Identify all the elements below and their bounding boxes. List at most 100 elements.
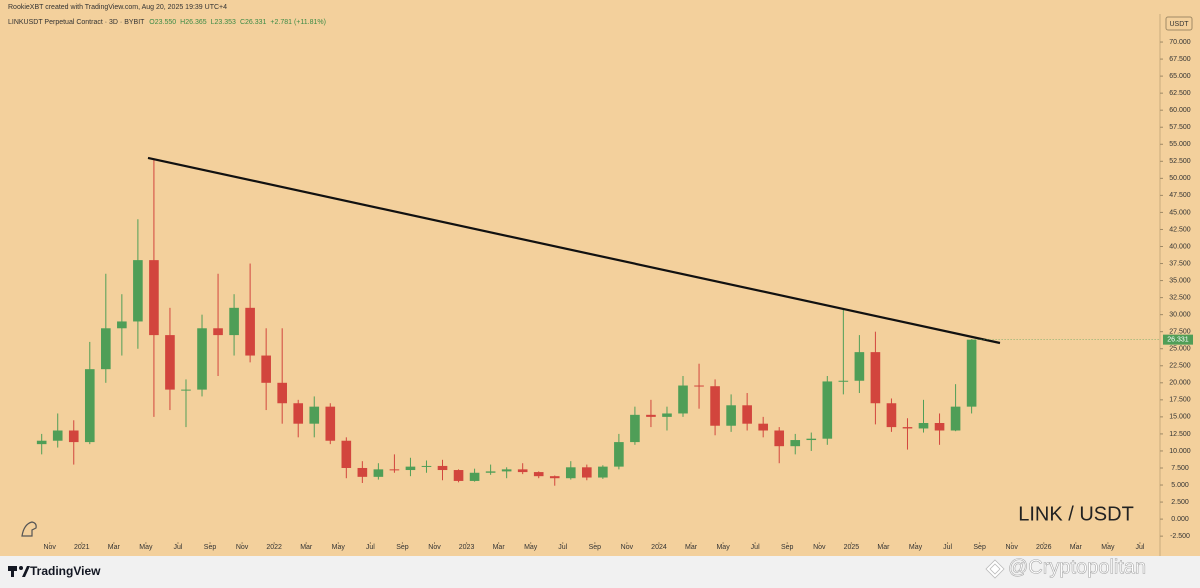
y-unit: USDT xyxy=(1169,21,1189,28)
y-tick-label: 15.000 xyxy=(1169,414,1191,421)
candle-body xyxy=(678,385,688,414)
candle-body xyxy=(245,307,255,356)
x-tick-label: 2026 xyxy=(1036,544,1052,551)
candle-body xyxy=(197,328,207,390)
y-tick-label: 62.500 xyxy=(1169,90,1191,97)
y-tick-label: 47.500 xyxy=(1169,192,1191,199)
x-tick-label: Nov xyxy=(428,544,441,551)
candle-body xyxy=(950,406,961,431)
x-tick-label: Mar xyxy=(493,544,506,551)
last-price-box xyxy=(1163,334,1193,345)
candle-body xyxy=(630,414,640,443)
y-tick-label: 5.000 xyxy=(1171,482,1189,489)
y-tick-label: 45.000 xyxy=(1169,209,1191,216)
candle-body xyxy=(533,472,544,477)
candle-body xyxy=(405,466,416,471)
candle-body xyxy=(710,386,720,426)
brand-logo xyxy=(8,566,30,577)
x-tick-label: Nov xyxy=(43,544,56,551)
y-tick-label: 27.500 xyxy=(1169,329,1191,336)
x-tick-label: May xyxy=(909,544,923,551)
y-tick-label: 25.000 xyxy=(1169,346,1191,353)
candle-body xyxy=(68,430,79,443)
x-tick-label: Sep xyxy=(973,544,986,551)
y-tick-label: 42.500 xyxy=(1169,226,1191,233)
x-tick-label: Mar xyxy=(685,544,698,551)
credit: RookieXBT created with TradingView.com, … xyxy=(8,4,227,11)
y-tick-label: 52.500 xyxy=(1169,158,1191,165)
candle-body xyxy=(309,406,320,424)
logo-mark xyxy=(11,566,14,577)
x-tick-label: Mar xyxy=(1070,544,1083,551)
y-tick-label: 7.500 xyxy=(1171,465,1189,472)
x-tick-label: 2025 xyxy=(844,544,860,551)
candle-body xyxy=(437,465,448,471)
x-tick-label: Nov xyxy=(236,544,249,551)
trendline xyxy=(147,156,1001,345)
candle-body xyxy=(133,260,143,322)
x-tick-label: Jul xyxy=(943,544,952,551)
candle-body xyxy=(485,471,496,473)
candle-body xyxy=(565,467,576,479)
candle-body xyxy=(501,469,512,472)
y-tick-label: 12.500 xyxy=(1169,431,1191,438)
y-tick-label: 55.000 xyxy=(1169,141,1191,148)
y-tick-label: 50.000 xyxy=(1169,175,1191,182)
candle-body xyxy=(790,440,801,447)
candle-body xyxy=(549,476,560,479)
watermark-logo xyxy=(985,559,1005,579)
x-tick-label: Nov xyxy=(621,544,634,551)
x-tick-label: Nov xyxy=(813,544,826,551)
y-tick-label: 40.000 xyxy=(1169,243,1191,250)
candle-body xyxy=(469,472,480,481)
x-tick-label: Nov xyxy=(1005,544,1018,551)
candle-body xyxy=(614,442,624,467)
x-tick-label: May xyxy=(332,544,346,551)
candle-body xyxy=(822,381,833,439)
candle-body xyxy=(742,405,752,424)
x-tick-label: May xyxy=(524,544,538,551)
y-tick-label: 65.000 xyxy=(1169,73,1191,80)
candle-body xyxy=(517,469,528,473)
y-tick-label: 35.000 xyxy=(1169,277,1191,284)
candle-body xyxy=(934,423,945,431)
y-tick-label: 2.500 xyxy=(1171,499,1189,506)
candle-body xyxy=(598,466,608,478)
candle-body xyxy=(341,440,352,468)
last-price-label: 26.331 xyxy=(1167,336,1189,343)
y-tick-label: 22.500 xyxy=(1169,363,1191,370)
candle-body xyxy=(293,403,304,424)
symbol-legend: LINKUSDT Perpetual Contract · 3D · BYBIT… xyxy=(8,19,326,26)
candle-body xyxy=(165,335,175,390)
y-tick-label: 32.500 xyxy=(1169,294,1191,301)
annotation: LINK / USDT xyxy=(1018,503,1134,525)
symbol-title: LINKUSDT Perpetual Contract · 3D · BYBIT xyxy=(8,19,145,26)
y-tick-label: 0.000 xyxy=(1171,516,1189,523)
candle-body xyxy=(694,385,704,387)
x-tick-label: 2023 xyxy=(459,544,475,551)
watermark: @Cryptopolitan xyxy=(1008,556,1146,578)
ohlc-value: H26.365 xyxy=(180,19,207,26)
candle-body xyxy=(806,438,817,441)
candle-body xyxy=(854,352,865,381)
candle-body xyxy=(261,355,271,383)
candle-body xyxy=(36,440,47,445)
x-tick-label: Mar xyxy=(877,544,890,551)
x-tick-label: May xyxy=(716,544,730,551)
y-tick-label: 60.000 xyxy=(1169,107,1191,114)
x-tick-label: Jul xyxy=(1135,544,1144,551)
candle-body xyxy=(52,430,63,441)
candle-body xyxy=(149,260,159,336)
logo-mark xyxy=(19,566,23,570)
y-tick-label: 17.500 xyxy=(1169,397,1191,404)
ohlc-value: C26.331 xyxy=(240,19,267,26)
y-tick-label: -2.500 xyxy=(1170,533,1190,540)
x-tick-label: Sep xyxy=(204,544,217,551)
x-tick-label: Jul xyxy=(173,544,182,551)
x-tick-label: Mar xyxy=(108,544,121,551)
candles xyxy=(36,159,977,486)
x-tick-label: Jul xyxy=(366,544,375,551)
chart-background xyxy=(0,0,1200,556)
logo-mark xyxy=(22,566,30,577)
